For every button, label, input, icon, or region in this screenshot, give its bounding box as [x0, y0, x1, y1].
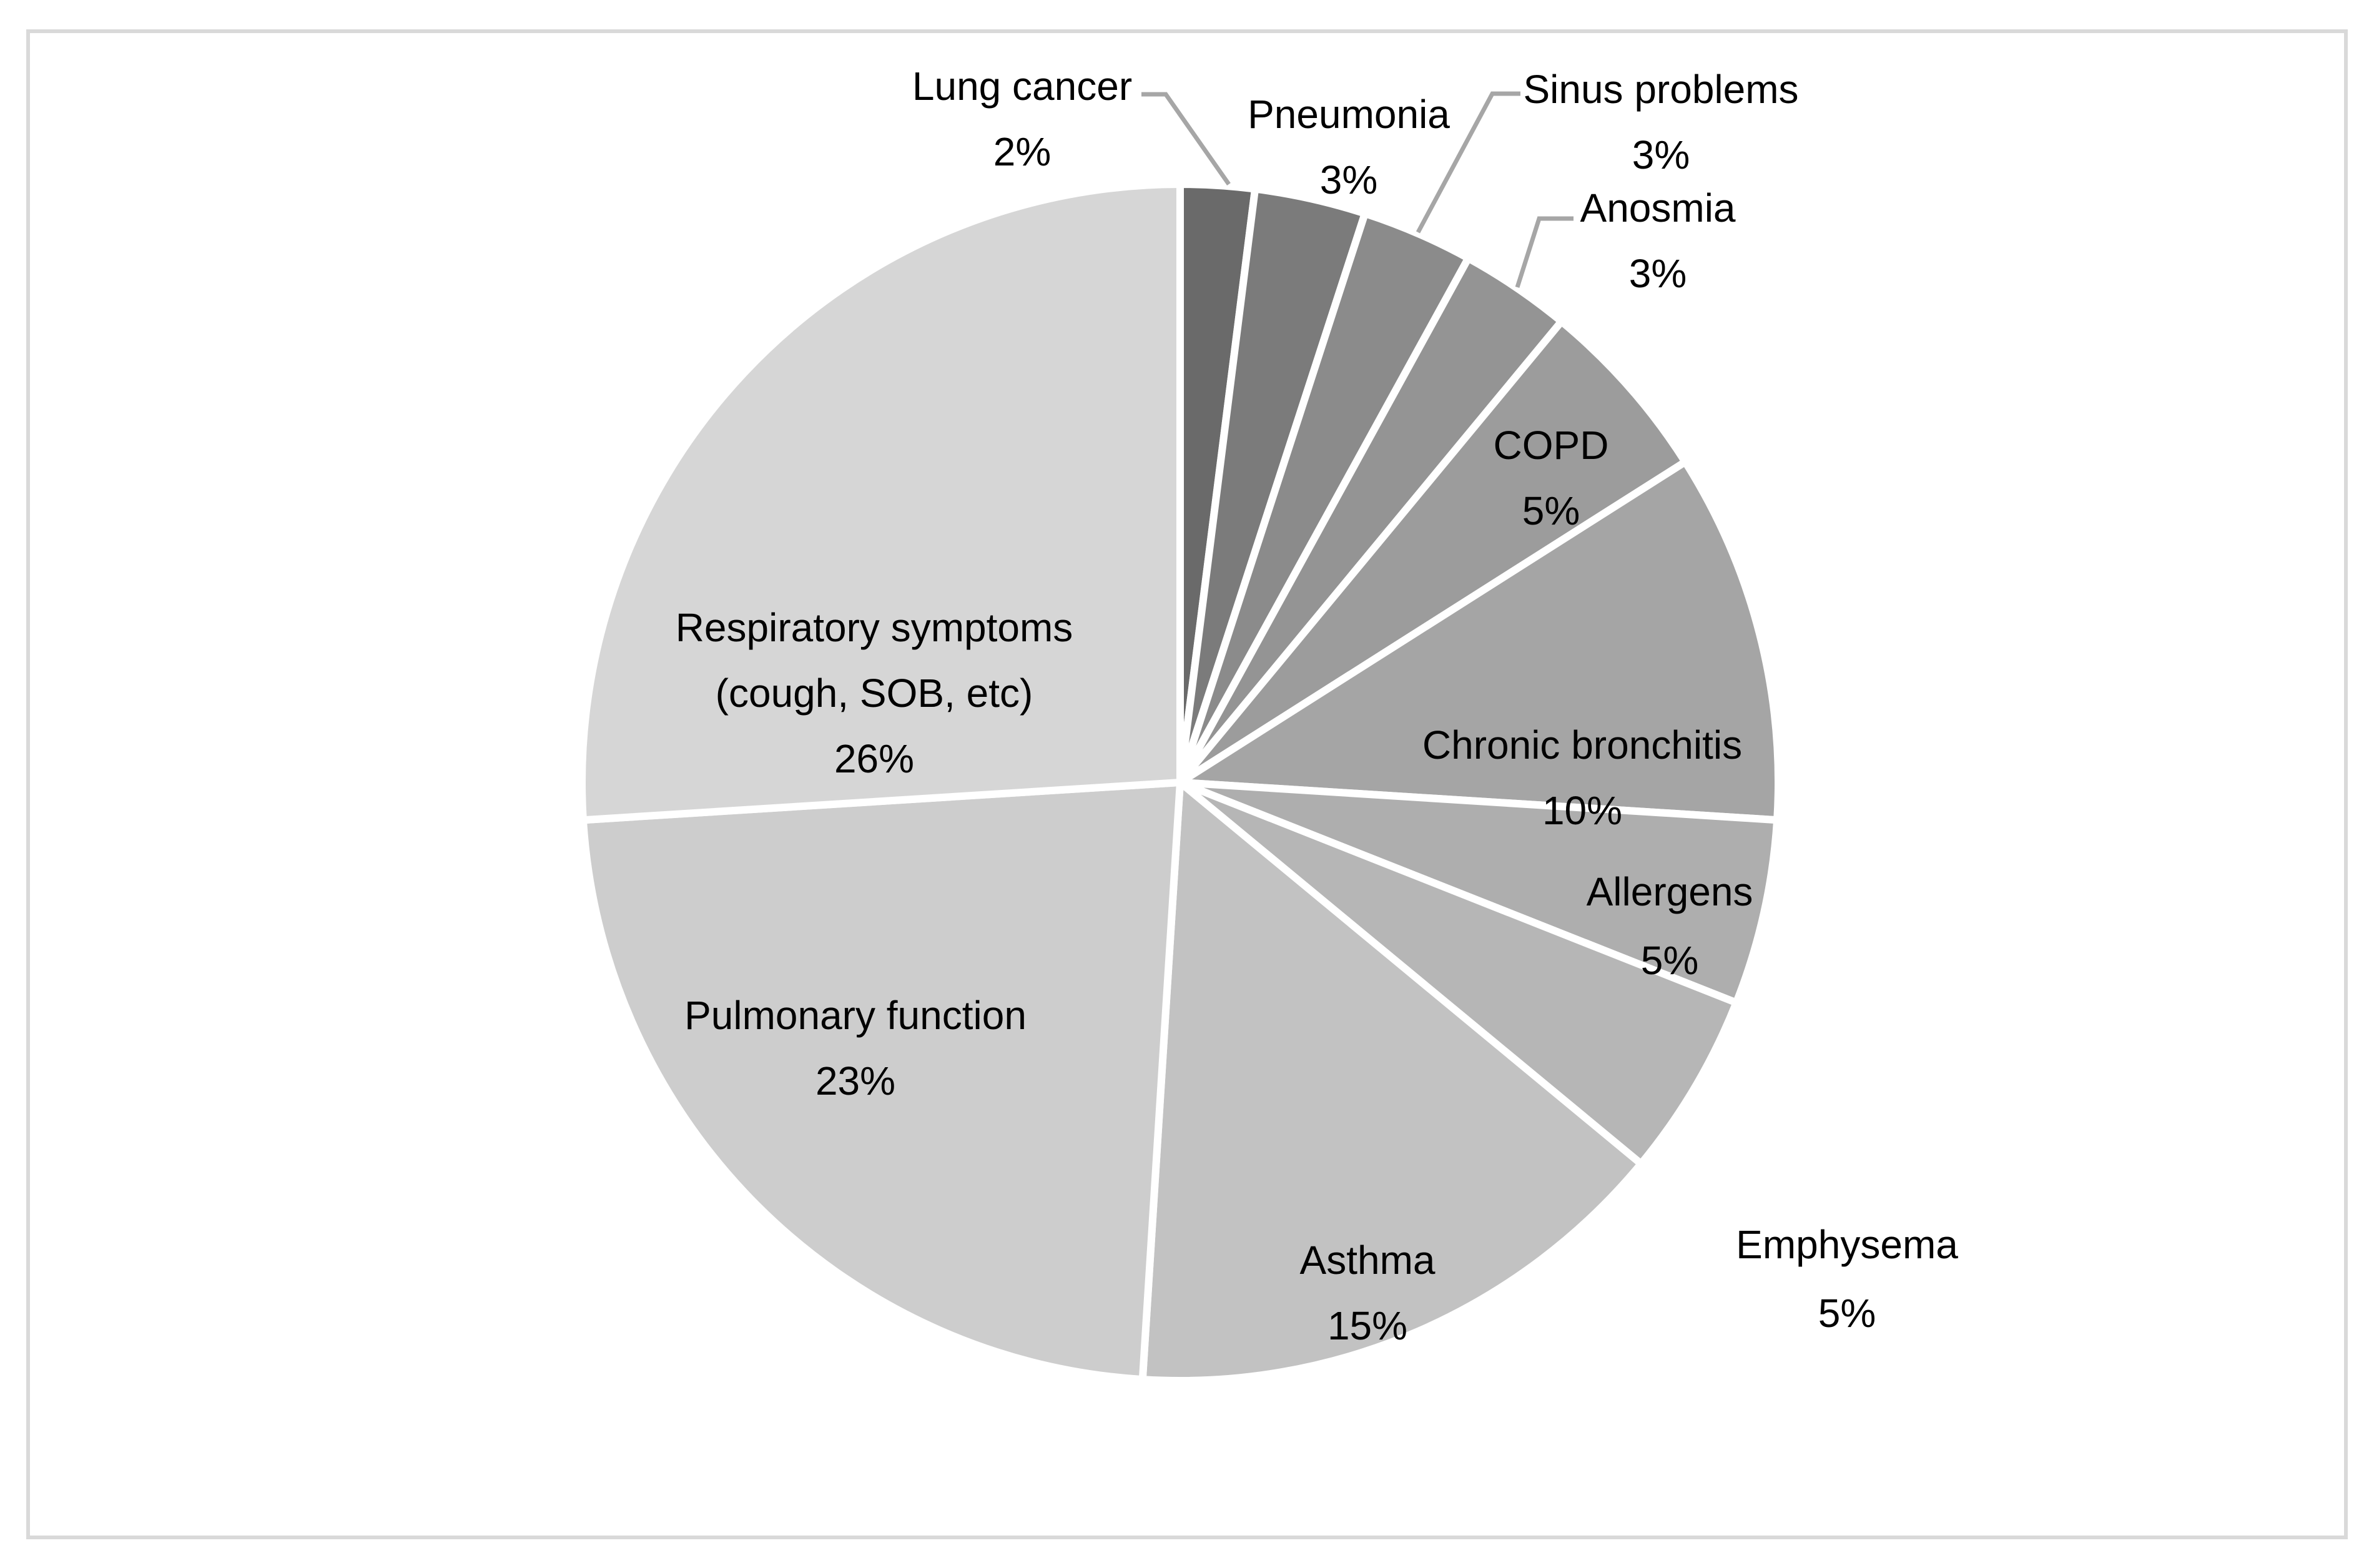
slice-label-line: 23% [815, 1058, 895, 1103]
pie-slice-asthma [1138, 779, 1645, 1384]
pie-slice-chronic-bronchitis [1176, 458, 1782, 824]
slice-label-pneumonia: Pneumonia 3% [1248, 92, 1450, 202]
slice-label-line: (cough, SOB, etc) [716, 671, 1033, 716]
leader-line-sinus-problems [1416, 91, 1520, 234]
pie-slice-copd [1176, 317, 1689, 786]
slice-label-line: Anosmia [1580, 185, 1736, 230]
slice-label-line: 5% [1522, 488, 1580, 533]
slice-label-asthma: Asthma 15% [1300, 1238, 1436, 1348]
slice-label-line: Pneumonia [1248, 92, 1450, 137]
slice-label-chronic-bronchitis: Chronic bronchitis 10% [1422, 722, 1742, 833]
leader-line-anosmia [1515, 216, 1574, 288]
chart-border [26, 29, 2348, 1539]
slice-label-line: 2% [993, 129, 1052, 174]
slice-label-respiratory-symptoms-cough-sob-etc: Respiratory symptoms (cough, SOB, etc) 26% [676, 605, 1073, 781]
slice-label-line: 15% [1327, 1303, 1407, 1348]
pie-slice-pulmonary-function [579, 779, 1184, 1384]
slice-label-copd: COPD 5% [1494, 423, 1609, 533]
slice-label-lung-cancer: Lung cancer 2% [912, 64, 1132, 174]
slice-label-line: Emphysema [1736, 1222, 1958, 1267]
slice-label-line: 3% [1320, 157, 1378, 202]
pie-slice-allergens [1176, 779, 1781, 1007]
pie-slice-respiratory-symptoms-cough-sob-etc [578, 180, 1184, 824]
slice-label-line: Respiratory symptoms [676, 605, 1073, 650]
slice-label-pulmonary-function: Pulmonary function 23% [684, 993, 1027, 1103]
slice-label-line: 5% [1641, 938, 1699, 983]
leader-line-lung-cancer [1141, 92, 1231, 186]
slice-label-line: Asthma [1300, 1238, 1436, 1283]
slice-label-line: 3% [1632, 132, 1690, 177]
slice-label-line: 3% [1629, 251, 1687, 296]
slice-label-line: Sinus problems [1523, 67, 1798, 112]
slice-label-anosmia: Anosmia 3% [1580, 185, 1736, 296]
slice-label-emphysema: Emphysema 5% [1736, 1222, 1958, 1336]
slice-label-sinus-problems: Sinus problems 3% [1523, 67, 1798, 177]
pie-slice-emphysema [1176, 779, 1740, 1168]
slice-label-line: 5% [1818, 1291, 1876, 1336]
slice-label-line: Lung cancer [912, 64, 1132, 109]
slice-label-line: 26% [834, 736, 914, 781]
slice-label-line: Pulmonary function [684, 993, 1027, 1038]
slice-label-line: COPD [1494, 423, 1609, 468]
slice-label-allergens: Allergens 5% [1587, 869, 1753, 983]
slice-label-line: Chronic bronchitis [1422, 722, 1742, 767]
slice-label-line: 10% [1542, 788, 1622, 833]
slice-label-line: Allergens [1587, 869, 1753, 914]
